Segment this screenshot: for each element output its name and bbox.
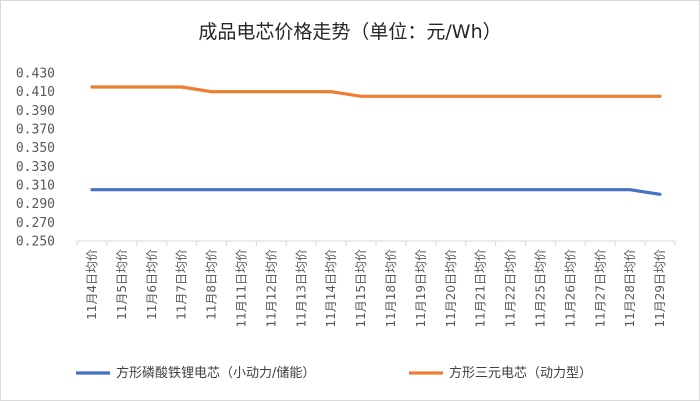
- y-tick-label: 0.390: [16, 104, 55, 119]
- x-tick-label: 11月22日均价: [504, 249, 518, 328]
- x-tick-label: 11月19日均价: [414, 249, 428, 328]
- x-tick-label: 11月4日均价: [85, 249, 99, 320]
- x-axis-ticks: 11月4日均价 11月5日均价 11月6日均价 11月7日均价 11月8日均价 11月11…: [76, 241, 676, 328]
- y-tick-label: 0.410: [16, 85, 55, 100]
- y-tick-label: 0.250: [16, 235, 55, 250]
- x-tick-label: 11月5日均价: [115, 249, 129, 320]
- series-lines: [90, 85, 662, 196]
- x-tick-label: 11月21日均价: [474, 249, 488, 328]
- x-tick-label: 11月25日均价: [533, 249, 547, 328]
- legend-label-1: 方形磷酸铁锂电芯（小动力/储能）: [116, 365, 315, 381]
- y-tick-label: 0.290: [16, 197, 55, 212]
- y-tick-label: 0.270: [16, 216, 55, 231]
- x-tick-label: 11月29日均价: [653, 249, 667, 328]
- x-tick-label: 11月7日均价: [175, 249, 189, 320]
- y-tick-label: 0.310: [16, 179, 55, 194]
- x-tick-label: 11月8日均价: [205, 249, 219, 320]
- series-line-2: [90, 85, 662, 98]
- y-axis-ticks: 0.430 0.410 0.390 0.370 0.350 0.330 0.310 0.290…: [16, 67, 55, 250]
- x-tick-label: 11月27日均价: [593, 249, 607, 328]
- chart-title: 成品电芯价格走势（单位：元/Wh）: [198, 21, 501, 43]
- legend: 方形磷酸铁锂电芯（小动力/储能） 方形三元电芯（动力型）: [76, 365, 592, 381]
- x-tick-label: 11月20日均价: [444, 249, 458, 328]
- y-tick-label: 0.330: [16, 160, 55, 175]
- legend-label-2: 方形三元电芯（动力型）: [449, 365, 592, 381]
- x-tick-label: 11月26日均价: [563, 249, 577, 328]
- x-tick-label: 11月28日均价: [623, 249, 637, 328]
- x-tick-label: 11月11日均价: [234, 249, 248, 328]
- y-tick-label: 0.430: [16, 67, 55, 82]
- series-line-1: [90, 188, 662, 196]
- x-tick-label: 11月18日均价: [384, 249, 398, 328]
- x-tick-label: 11月6日均价: [145, 249, 159, 320]
- y-tick-label: 0.370: [16, 123, 55, 138]
- x-tick-label: 11月15日均价: [354, 249, 368, 328]
- y-tick-label: 0.350: [16, 141, 55, 156]
- x-tick-label: 11月14日均价: [324, 249, 338, 328]
- x-tick-label: 11月13日均价: [294, 249, 308, 328]
- x-tick-label: 11月12日均价: [264, 249, 278, 328]
